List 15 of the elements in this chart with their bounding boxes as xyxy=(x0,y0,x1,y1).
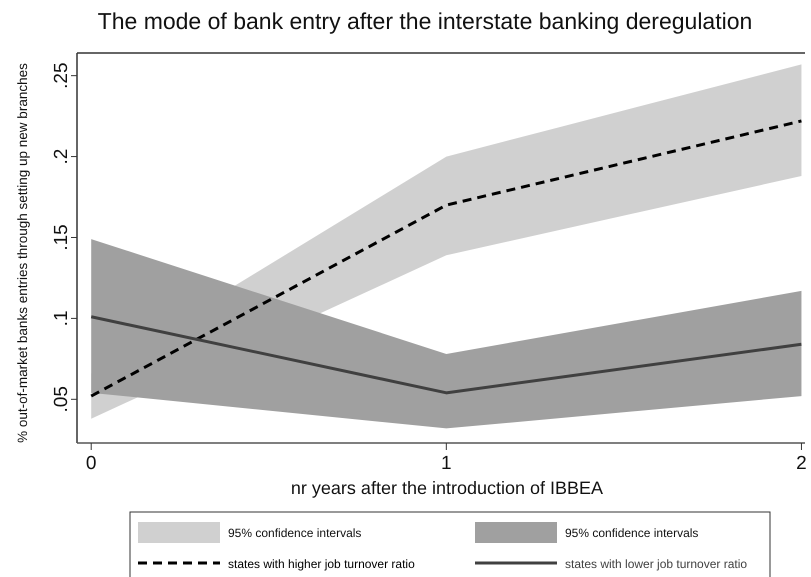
x-tick-label: 0 xyxy=(86,453,96,474)
y-tick-label: .1 xyxy=(51,310,72,326)
y-axis-title: % out-of-market banks entries through setting up new branches xyxy=(15,62,30,443)
y-tick-label: .2 xyxy=(51,148,72,164)
y-tick-label: .15 xyxy=(51,224,72,251)
x-tick-label: 2 xyxy=(796,453,807,474)
text: 95% confidence intervals xyxy=(228,526,362,540)
y-tick-label: .25 xyxy=(51,62,72,89)
y-tick-label: .05 xyxy=(51,386,72,413)
text: states with lower job turnover ratio xyxy=(565,557,748,571)
chart-title: The mode of bank entry after the interstate banking deregulation xyxy=(98,8,752,34)
text: 95% confidence intervals xyxy=(565,526,698,540)
x-axis-title: nr years after the introduction of IBBEA xyxy=(290,478,604,498)
x-tick-label: 1 xyxy=(441,453,452,474)
text: states with higher job turnover ratio xyxy=(228,557,416,571)
